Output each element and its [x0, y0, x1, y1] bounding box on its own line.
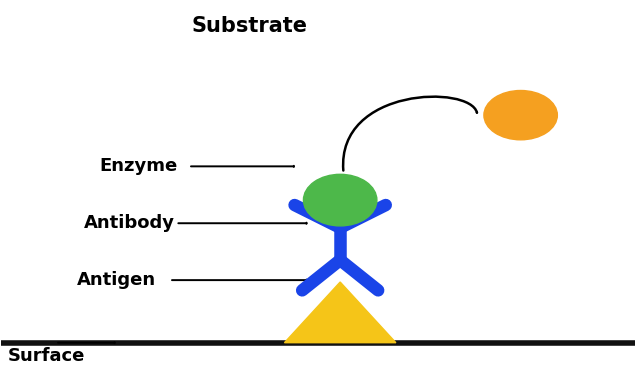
Text: Enzyme: Enzyme — [100, 157, 178, 175]
Text: Antigen: Antigen — [78, 271, 156, 289]
Ellipse shape — [484, 91, 557, 140]
FancyArrowPatch shape — [343, 97, 477, 170]
Polygon shape — [284, 282, 396, 343]
Text: Antibody: Antibody — [84, 214, 175, 232]
Text: Substrate: Substrate — [191, 16, 307, 36]
Text: Surface: Surface — [8, 347, 85, 365]
Ellipse shape — [303, 174, 377, 226]
